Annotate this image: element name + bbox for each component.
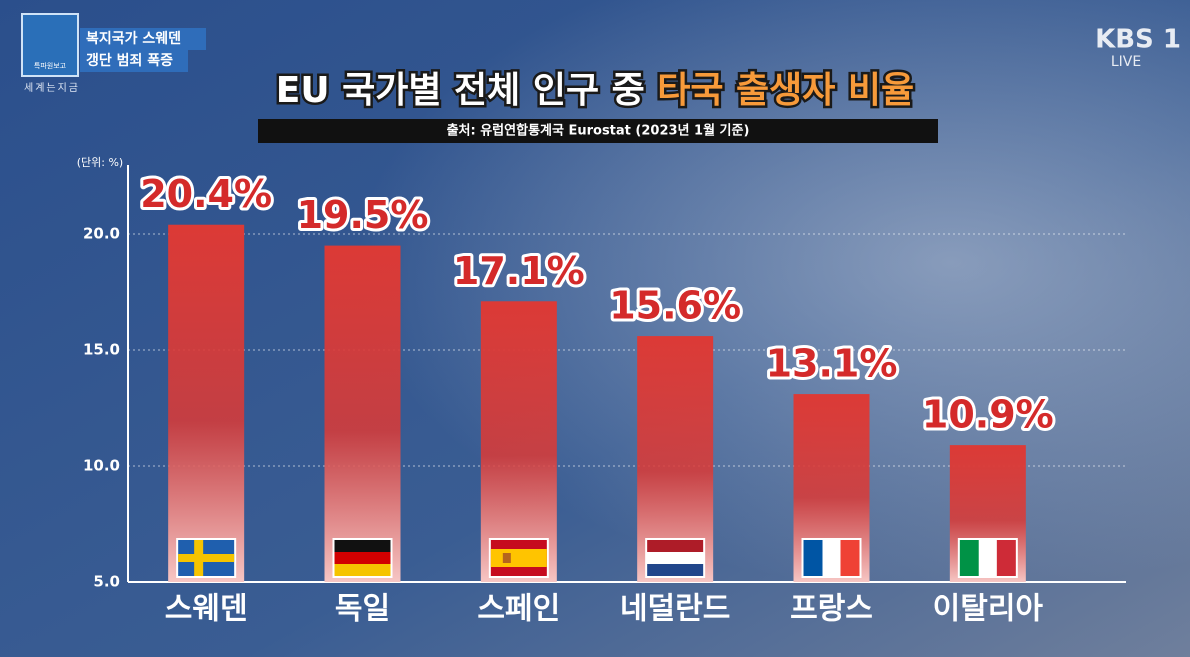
- flag-part: [959, 540, 979, 576]
- flag-part: [178, 554, 235, 562]
- flag-part: [647, 564, 704, 576]
- x-tick-label: 스페인: [477, 592, 560, 627]
- flag-part: [978, 540, 997, 576]
- flag-part: [996, 540, 1016, 576]
- flag-part: [490, 549, 547, 567]
- flag-part: [840, 540, 860, 576]
- y-tick-label: 10.0: [83, 457, 120, 475]
- title-highlight: 타국 출생자 비율: [657, 70, 914, 111]
- subtitle-box: [258, 119, 938, 143]
- bar: [480, 301, 557, 582]
- unit-label: (단위: %): [77, 156, 123, 169]
- chart-title: EU 국가별 전체 인구 중 타국 출생자 비율: [276, 70, 914, 111]
- value-label: 20.4%: [140, 172, 272, 216]
- channel: KBS 1: [1095, 25, 1181, 55]
- program-logo: 특파원보고: [34, 61, 67, 70]
- headline-box: [80, 28, 206, 50]
- x-tick-label: 스웨덴: [165, 592, 248, 627]
- y-tick-label: 5.0: [93, 573, 120, 591]
- flag-part: [803, 540, 823, 576]
- x-tick-label: 이탈리아: [933, 592, 1044, 627]
- flag-part: [822, 540, 841, 576]
- flag-part: [334, 540, 391, 552]
- headline: 복지국가 스웨덴: [86, 31, 181, 47]
- value-label: 19.5%: [297, 193, 429, 237]
- title-text: EU 국가별 전체 인구 중: [276, 70, 645, 111]
- y-tick-label: 20.0: [83, 225, 120, 243]
- flag-part: [647, 540, 704, 552]
- bar: [168, 224, 245, 582]
- flag-part: [334, 564, 391, 576]
- value-label: 15.6%: [609, 284, 741, 328]
- flag-part: [334, 552, 391, 564]
- flag-part: [647, 552, 704, 564]
- headline: 갱단 범죄 폭증: [86, 52, 173, 69]
- bar: [324, 245, 401, 582]
- value-label: 13.1%: [766, 342, 898, 386]
- value-label: 17.1%: [453, 249, 585, 293]
- x-tick-label: 프랑스: [790, 592, 873, 627]
- value-label: 10.9%: [922, 393, 1054, 437]
- y-tick-label: 15.0: [83, 341, 120, 359]
- live: LIVE: [1111, 54, 1141, 70]
- subtitle: 출처: 유럽연합통계국 Eurostat (2023년 1월 기준): [447, 123, 750, 139]
- headline-box: [80, 50, 188, 72]
- flag-part: [502, 553, 511, 563]
- x-tick-label: 네덜란드: [620, 592, 730, 627]
- program-name: 세계는지금: [24, 82, 80, 94]
- program-logo-box: [21, 13, 79, 77]
- x-tick-label: 독일: [335, 592, 390, 627]
